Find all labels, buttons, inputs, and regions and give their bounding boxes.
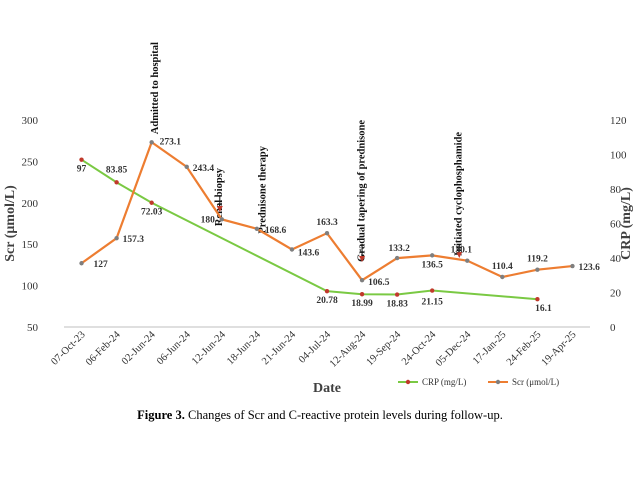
scr-point: [149, 140, 154, 145]
y-left-tick-label: 150: [22, 239, 39, 251]
scr-data-label: 123.6: [578, 263, 600, 273]
crp-data-label: 18.99: [351, 299, 373, 309]
x-tick-label: 17-Jan-25: [471, 329, 508, 366]
x-tick-label: 07-Oct-23: [49, 329, 87, 367]
scr-point: [324, 230, 330, 236]
chart: 50 100 150 200 250 300 0 20 40 60 80 100 120 Scr (μmo…: [3, 42, 634, 396]
scr-point: [114, 235, 119, 241]
x-tick-label: 24-Feb-25: [505, 329, 544, 368]
y-left-tick-label: 50: [27, 322, 39, 334]
scr-point: [289, 247, 295, 252]
crp-point: [149, 200, 154, 205]
scr-data-label: 180: [201, 215, 216, 225]
scr-point: [359, 278, 365, 283]
crp-point: [359, 292, 365, 297]
scr-data-label: 157.3: [123, 235, 145, 245]
y-left-tick-label: 300: [22, 115, 39, 127]
legend: CRP (mg/L) Scr (μmol/L): [398, 377, 559, 387]
figure-caption-text: Changes of Scr and C-reactive protein le…: [184, 408, 503, 422]
x-tick-label: 02-Jun-24: [120, 329, 158, 367]
x-tick-label: 21-Jun-24: [260, 329, 298, 367]
scr-point: [394, 255, 400, 261]
annotation-label: Gradual tapering of prednisone: [356, 120, 367, 262]
scr-point: [570, 263, 575, 269]
scr-data-label: 168.6: [265, 226, 287, 236]
crp-data-label: 83.85: [106, 165, 128, 175]
annotation-arrow-head: [456, 252, 463, 258]
y-right-tick-label: 60: [610, 219, 622, 231]
crp-point: [79, 157, 84, 162]
figure-caption: Figure 3. Changes of Scr and C-reactive …: [0, 408, 640, 423]
y-right-tick-label: 120: [610, 115, 627, 127]
y-right-tick-label: 40: [610, 253, 622, 265]
crp-series-line: [80, 158, 538, 301]
series-layer: 97 83.85 72.03 20.78 18.99 18.83 21.15 16.1 127 1…: [77, 137, 600, 314]
scr-point: [535, 267, 540, 272]
y-right-tick-label: 0: [610, 322, 616, 334]
crp-point: [114, 180, 119, 185]
scr-point: [465, 258, 470, 263]
crp-point: [430, 288, 435, 293]
legend-label: CRP (mg/L): [422, 377, 466, 387]
y-right-tick-label: 100: [610, 150, 627, 162]
x-tick-label: 19-Sep-24: [365, 329, 404, 368]
y-left-tick-label: 100: [22, 281, 39, 293]
annotation-label: Prednisone therapy: [257, 145, 268, 233]
scr-point: [79, 261, 84, 266]
scr-point: [219, 217, 224, 222]
annotation-arrow-head: [216, 206, 223, 212]
scr-data-label: 130.1: [451, 246, 473, 256]
x-tick-label: 12-Aug-24: [328, 329, 369, 370]
scr-data-label: 143.6: [298, 248, 320, 258]
scr-data-label: 133.2: [388, 244, 410, 254]
scr-point: [430, 253, 435, 258]
x-tick-label: 24-Oct-24: [400, 329, 439, 368]
annotation-arrow-head: [359, 256, 366, 262]
scr-data-label: 119.2: [527, 255, 548, 265]
crp-data-label: 97: [77, 165, 87, 175]
x-tick-label: 06-Feb-24: [84, 329, 123, 368]
x-tick-label: 05-Dec-24: [434, 329, 474, 369]
scr-point: [254, 226, 260, 231]
y-right-tick-label: 20: [610, 288, 622, 300]
scr-data-label: 243.4: [193, 164, 215, 174]
crp-point: [394, 292, 400, 297]
legend-swatch-marker: [495, 379, 501, 385]
annotation-label: Admitted to hospital: [150, 42, 161, 134]
y-left-tick-label: 200: [22, 198, 39, 210]
crp-data-label: 20.78: [316, 296, 338, 306]
scr-point: [500, 274, 505, 280]
x-axis-title: Date: [313, 381, 341, 396]
legend-label: Scr (μmol/L): [512, 377, 559, 387]
scr-data-label: 136.5: [422, 260, 444, 270]
y-right-axis-title: CRP (mg/L): [619, 187, 634, 260]
annotation-label: Initiated cyclophosphamide: [454, 132, 465, 256]
scr-data-label: 106.5: [368, 278, 390, 288]
figure-caption-label: Figure 3.: [137, 408, 185, 422]
crp-data-label: 21.15: [422, 298, 444, 308]
scr-data-label: 110.4: [492, 262, 513, 272]
x-tick-label: 18-Jun-24: [225, 329, 263, 367]
y-left-axis-title: Scr (μmol/L): [3, 185, 18, 262]
scr-data-label: 273.1: [160, 137, 182, 147]
y-left-tick-label: 250: [22, 156, 39, 168]
x-tick-label: 04-Jul-24: [297, 329, 334, 366]
y-right-tick-label: 80: [610, 184, 622, 196]
x-tick-label: 12-Jun-24: [190, 329, 228, 367]
crp-point: [535, 297, 540, 302]
crp-data-label: 72.03: [141, 208, 163, 218]
legend-swatch-marker: [405, 379, 411, 385]
crp-data-label: 16.1: [535, 304, 552, 314]
x-tick-label: 19-Apr-25: [540, 329, 579, 368]
scr-data-label: 127: [94, 260, 109, 270]
scr-point: [184, 164, 189, 170]
crp-data-label: 18.83: [386, 300, 408, 310]
scr-data-label: 163.3: [316, 218, 338, 228]
crp-point: [324, 288, 330, 294]
x-tick-label: 06-Jun-24: [155, 329, 193, 367]
